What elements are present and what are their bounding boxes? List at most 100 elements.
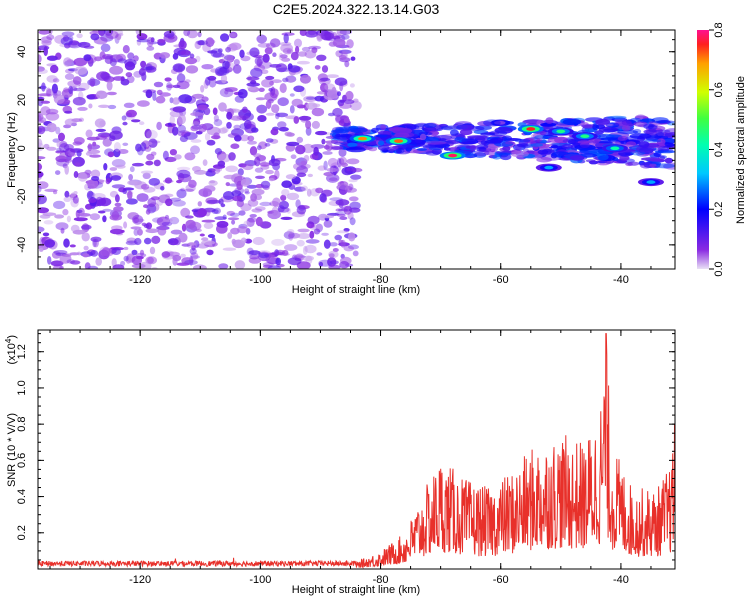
- noise-blob: [165, 198, 173, 207]
- noise-blob: [321, 138, 326, 145]
- noise-blob: [265, 138, 274, 143]
- noise-blob: [61, 31, 75, 37]
- noise-blob: [207, 50, 218, 54]
- noise-blob: [319, 77, 331, 82]
- noise-blob: [153, 81, 164, 88]
- noise-blob: [286, 141, 300, 147]
- noise-blob: [102, 138, 112, 147]
- noise-blob: [38, 66, 45, 72]
- noise-blob: [268, 158, 281, 167]
- signal-blob: [347, 142, 358, 148]
- noise-blob: [136, 193, 149, 202]
- noise-blob: [140, 183, 150, 190]
- noise-blob: [260, 180, 271, 189]
- noise-blob: [117, 149, 129, 154]
- noise-blob: [326, 74, 339, 78]
- noise-blob: [262, 53, 270, 63]
- noise-blob: [281, 180, 293, 188]
- noise-blob: [289, 93, 295, 97]
- noise-blob: [339, 261, 350, 269]
- noise-blob: [332, 107, 343, 117]
- noise-blob: [205, 170, 216, 177]
- noise-blob: [166, 84, 175, 89]
- noise-blob: [341, 206, 352, 212]
- noise-blob: [73, 171, 79, 178]
- signal-blob: [622, 124, 631, 132]
- noise-blob: [77, 106, 88, 111]
- noise-blob: [295, 144, 306, 155]
- noise-blob: [50, 64, 59, 74]
- noise-blob: [279, 200, 289, 210]
- noise-blob: [162, 150, 169, 160]
- noise-blob: [296, 205, 307, 215]
- noise-blob: [72, 196, 79, 204]
- noise-blob: [222, 247, 237, 251]
- noise-blob: [112, 264, 125, 269]
- noise-blob: [280, 196, 286, 201]
- noise-blob: [346, 39, 354, 49]
- noise-blob: [72, 141, 83, 146]
- noise-blob: [109, 130, 123, 140]
- noise-blob: [147, 256, 154, 264]
- noise-blob: [64, 118, 77, 127]
- noise-blob: [211, 167, 221, 174]
- x-tick-label: -120: [129, 274, 151, 286]
- noise-blob: [311, 120, 320, 129]
- noise-blob: [306, 102, 318, 110]
- noise-blob: [205, 39, 216, 45]
- noise-blob: [225, 165, 238, 173]
- noise-blob: [69, 244, 76, 248]
- snr-frame: [37, 329, 676, 570]
- noise-blob: [159, 52, 171, 59]
- noise-blob: [249, 254, 259, 260]
- spectrogram-ticks: -120 -100 -80 -60 -40 -40 -20 0 20 40: [16, 30, 675, 286]
- noise-blob: [84, 262, 91, 269]
- noise-blob: [176, 189, 187, 199]
- noise-blob: [258, 252, 270, 259]
- noise-blob: [214, 216, 227, 221]
- noise-blob: [201, 219, 216, 223]
- noise-blob: [283, 231, 295, 240]
- noise-blob: [189, 53, 195, 59]
- noise-blob: [302, 245, 308, 255]
- hot-spot-core: [358, 136, 368, 141]
- noise-blob: [145, 89, 153, 99]
- noise-blob: [334, 77, 348, 86]
- noise-blob: [223, 174, 237, 180]
- noise-blob: [76, 33, 83, 39]
- noise-blob: [76, 209, 83, 214]
- noise-blob: [96, 71, 110, 81]
- y-tick-label: 20: [16, 94, 28, 106]
- noise-blob: [164, 193, 174, 198]
- noise-blob: [293, 85, 305, 93]
- noise-blob: [100, 248, 115, 257]
- noise-blob: [296, 60, 310, 65]
- signal-blob: [573, 145, 594, 149]
- noise-blob: [150, 37, 155, 43]
- signal-blob: [456, 124, 474, 131]
- noise-blob: [238, 210, 246, 216]
- colorbar-tick-label: 0.8: [713, 22, 725, 37]
- noise-blob: [156, 121, 162, 131]
- x-tick-label: -80: [373, 274, 389, 286]
- noise-blob: [138, 68, 146, 76]
- noise-blob: [152, 91, 157, 101]
- noise-blob: [67, 80, 82, 88]
- noise-blob: [131, 119, 141, 123]
- noise-blob: [123, 246, 129, 251]
- noise-blob: [316, 33, 323, 42]
- noise-blob: [202, 159, 208, 167]
- noise-blob: [315, 130, 328, 136]
- noise-blob: [40, 106, 51, 116]
- noise-blob: [294, 38, 302, 48]
- signal-blob: [440, 125, 461, 131]
- noise-blob: [214, 148, 222, 155]
- noise-blob: [38, 162, 43, 171]
- y-tick-label: -20: [16, 189, 28, 205]
- noise-blob: [323, 160, 328, 171]
- signal-blob: [476, 146, 487, 152]
- noise-blob: [254, 156, 261, 167]
- noise-blob: [350, 167, 363, 173]
- noise-blob: [282, 77, 289, 83]
